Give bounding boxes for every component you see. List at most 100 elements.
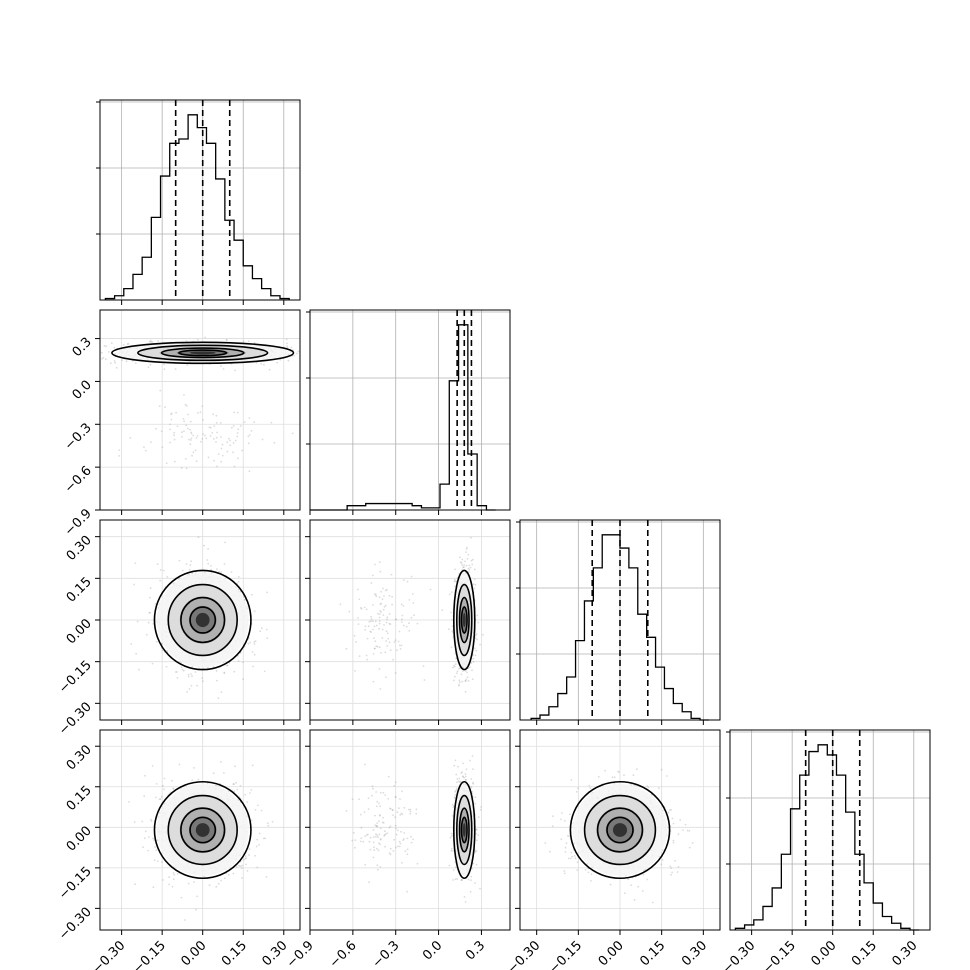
sample-point xyxy=(239,865,242,868)
sample-point xyxy=(451,619,453,621)
sample-point xyxy=(441,609,444,611)
sample-point xyxy=(376,822,379,824)
sample-point xyxy=(190,684,193,687)
sample-point xyxy=(466,546,468,549)
sample-point xyxy=(203,544,205,547)
sample-point xyxy=(469,759,471,762)
sample-point xyxy=(423,679,426,681)
sample-point xyxy=(261,438,264,441)
sample-point xyxy=(118,455,120,457)
sample-point xyxy=(389,807,391,810)
sample-point xyxy=(391,809,394,812)
sample-point xyxy=(375,825,378,828)
sample-point xyxy=(153,859,156,862)
sample-point xyxy=(159,579,162,582)
sample-point xyxy=(475,828,477,831)
sample-point xyxy=(384,651,387,654)
sample-point xyxy=(200,440,202,443)
sample-point xyxy=(195,460,198,463)
sample-point xyxy=(568,835,571,838)
sample-point xyxy=(379,688,382,690)
sample-point xyxy=(384,794,387,796)
sample-point xyxy=(409,808,412,811)
sample-point xyxy=(376,847,378,850)
sample-point xyxy=(409,812,412,815)
sample-point xyxy=(180,896,183,899)
sample-point xyxy=(131,360,134,362)
sample-point xyxy=(250,430,253,432)
sample-point xyxy=(215,436,218,439)
sample-point xyxy=(365,608,368,611)
sample-point xyxy=(365,834,368,836)
sample-point xyxy=(163,363,165,366)
sample-point xyxy=(185,404,188,407)
sample-point xyxy=(454,663,457,665)
sample-point xyxy=(183,430,185,433)
sample-point xyxy=(402,624,405,627)
sample-point xyxy=(394,781,397,784)
sample-point xyxy=(461,564,463,566)
sample-point xyxy=(358,598,361,601)
sample-point xyxy=(389,853,392,856)
sample-point xyxy=(569,813,571,816)
panel-background xyxy=(100,100,300,300)
sample-point xyxy=(225,338,228,341)
sample-point xyxy=(345,647,348,650)
sample-point xyxy=(374,824,377,827)
sample-point xyxy=(232,442,235,444)
sample-point xyxy=(416,622,419,625)
sample-point xyxy=(370,615,372,618)
sample-point xyxy=(209,427,212,429)
sample-point xyxy=(462,670,464,672)
sample-point xyxy=(368,620,371,623)
sample-point xyxy=(570,851,573,854)
sample-point xyxy=(382,791,385,794)
sample-point xyxy=(474,882,476,884)
sample-point xyxy=(584,868,587,871)
sample-point xyxy=(204,336,207,339)
sample-point xyxy=(366,658,369,661)
sample-point xyxy=(383,595,385,597)
sample-point xyxy=(474,654,477,657)
sample-point xyxy=(358,798,360,801)
sample-point xyxy=(220,447,223,450)
sample-point xyxy=(589,787,592,789)
sample-point xyxy=(189,420,192,423)
sample-point xyxy=(382,614,385,616)
sample-point xyxy=(159,798,162,800)
sample-point xyxy=(258,844,260,846)
sample-point xyxy=(454,675,456,678)
sample-point xyxy=(181,436,183,438)
sample-point xyxy=(187,673,190,676)
sample-point xyxy=(462,776,464,778)
sample-point xyxy=(459,561,462,564)
sample-point xyxy=(379,838,382,841)
sample-point xyxy=(476,638,478,641)
sample-point xyxy=(190,432,193,435)
sample-point xyxy=(181,569,184,572)
sample-point xyxy=(270,421,273,424)
sample-point xyxy=(201,438,204,440)
sample-point xyxy=(164,406,166,408)
sample-point xyxy=(388,852,391,855)
sample-point xyxy=(571,855,574,858)
panel-frame xyxy=(309,729,511,931)
sample-point xyxy=(470,875,473,878)
sample-point xyxy=(372,653,375,655)
sample-point xyxy=(354,839,357,841)
sample-point xyxy=(688,846,691,849)
sample-point xyxy=(247,442,250,445)
sample-point xyxy=(398,807,400,810)
sample-point xyxy=(646,785,649,787)
sample-point xyxy=(229,444,232,447)
sample-point xyxy=(373,593,376,595)
sample-point xyxy=(370,582,373,584)
sample-point xyxy=(160,430,163,433)
sample-point xyxy=(244,794,247,796)
sample-point xyxy=(474,584,477,586)
sample-point xyxy=(188,568,191,571)
sample-point xyxy=(467,567,470,570)
sample-point xyxy=(245,863,247,866)
sample-point xyxy=(250,789,253,791)
sample-point xyxy=(223,672,226,675)
